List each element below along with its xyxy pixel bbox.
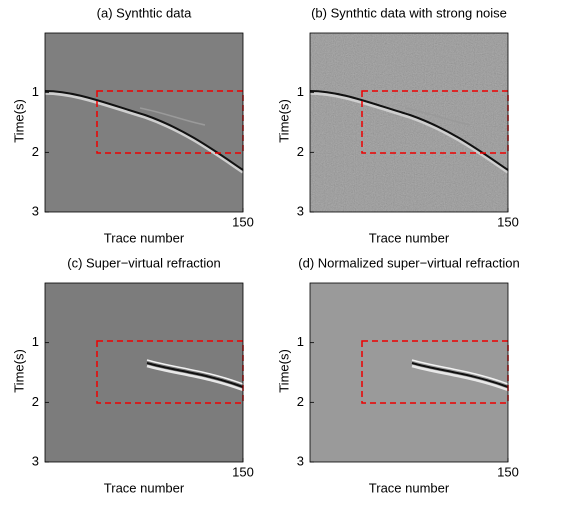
y-axis-label: Time(s) [11, 349, 26, 393]
y-tick-label: 3 [297, 203, 304, 218]
panel-title: (d) Normalized super−virtual refraction [298, 255, 519, 270]
noise [310, 33, 508, 212]
axes-frame [309, 32, 509, 213]
region-box [361, 90, 509, 154]
y-axis-label: Time(s) [11, 99, 26, 143]
x-axis-label: Trace number [104, 480, 185, 495]
panel: (c) Super−virtual refraction 1 2 3 150 Trace … [11, 255, 253, 495]
panel-title: (c) Super−virtual refraction [67, 255, 221, 270]
y-tick-label: 1 [297, 334, 304, 349]
y-tick-label: 1 [297, 84, 304, 99]
panel-title: (b) Synthtic data with strong noise [311, 5, 507, 20]
x-tick-label: 150 [232, 214, 254, 229]
event-faint [139, 107, 206, 126]
y-tick-label: 2 [32, 394, 39, 409]
x-tick-label: 150 [497, 464, 519, 479]
y-tick-label: 1 [32, 334, 39, 349]
y-tick-label: 1 [32, 84, 39, 99]
axes-frame [44, 282, 244, 463]
y-tick-label: 2 [297, 144, 304, 159]
image-background [45, 283, 243, 462]
y-tick-label: 3 [32, 203, 39, 218]
x-axis-label: Trace number [369, 480, 450, 495]
axes-frame [44, 32, 244, 213]
y-tick-label: 3 [297, 453, 304, 468]
panel: (b) Synthtic data with strong noise 1 2 3 15… [276, 5, 518, 245]
image-background [45, 33, 243, 212]
region-box [361, 340, 509, 404]
region-box [96, 340, 244, 404]
x-tick-label: 150 [497, 214, 519, 229]
event-faint [404, 107, 471, 126]
y-axis-label: Time(s) [276, 349, 291, 393]
event-dark [146, 362, 244, 388]
event-light [309, 91, 509, 174]
panel: (d) Normalized super−virtual refraction 1… [276, 255, 519, 495]
axes-frame [309, 282, 509, 463]
y-tick-label: 2 [297, 394, 304, 409]
y-tick-label: 2 [32, 144, 39, 159]
event-dark [309, 90, 509, 171]
x-tick-label: 150 [232, 464, 254, 479]
x-axis-label: Trace number [369, 230, 450, 245]
event-light2 [411, 359, 509, 385]
region-box [96, 90, 244, 154]
panel: (a) Synthtic data 1 2 3 150 Trace number Time(… [11, 5, 253, 245]
event-light2 [146, 359, 244, 385]
event-light [146, 364, 244, 392]
y-axis-label: Time(s) [276, 99, 291, 143]
x-axis-label: Trace number [104, 230, 185, 245]
image-background [310, 283, 508, 462]
panel-title: (a) Synthtic data [97, 5, 192, 20]
event-dark [411, 362, 509, 388]
event-light [44, 91, 244, 174]
event-dark [44, 90, 244, 171]
y-tick-label: 3 [32, 453, 39, 468]
event-light [411, 364, 509, 392]
